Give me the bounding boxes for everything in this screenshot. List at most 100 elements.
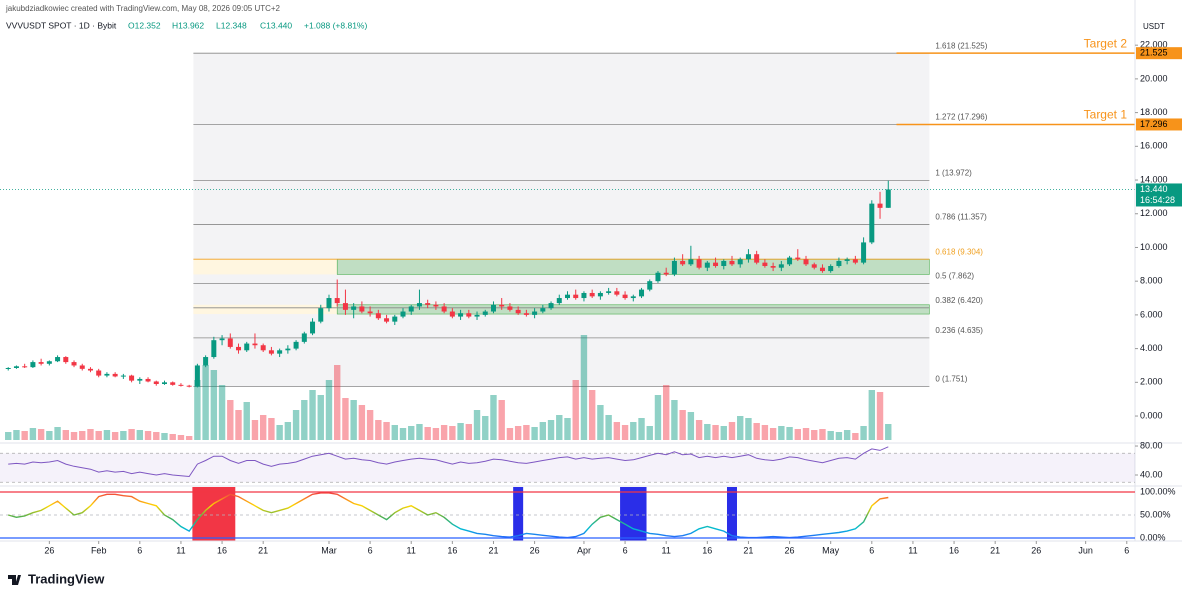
candle-body	[5, 367, 11, 369]
volume-bar	[885, 424, 892, 440]
volume-bar	[161, 433, 168, 440]
candle-body	[22, 366, 28, 368]
last-price-label: 13.440	[1140, 184, 1168, 194]
ohlc-label: H13.962	[172, 20, 204, 30]
candle-body	[754, 254, 760, 263]
volume-bar	[342, 398, 349, 440]
y-tick-label: 4.000	[1140, 343, 1163, 353]
rsi-tick-label: 40.00	[1140, 469, 1163, 479]
candle-body	[523, 313, 529, 315]
fib-label: 1.272 (17.296)	[935, 113, 987, 122]
candle-body	[663, 272, 669, 275]
volume-bar	[325, 380, 333, 440]
candle-body	[680, 260, 686, 265]
volume-bar	[5, 432, 12, 440]
volume-bar	[218, 385, 226, 440]
volume-bar	[778, 426, 785, 440]
candle-body	[614, 291, 620, 295]
candle-body	[96, 370, 102, 376]
candle-body	[55, 357, 61, 362]
volume-bar	[597, 405, 604, 440]
volume-bar	[144, 431, 152, 440]
x-tick-label: 21	[488, 545, 498, 555]
volume-bar	[227, 400, 234, 440]
signal-box	[513, 487, 524, 541]
candle-body	[219, 338, 225, 341]
volume-bar	[103, 430, 111, 440]
volume-bar	[687, 412, 695, 440]
candle-body	[342, 303, 348, 310]
volume-bar	[786, 427, 793, 440]
candle-body	[318, 308, 324, 322]
candle-body	[565, 294, 570, 299]
volume-bar	[399, 428, 407, 440]
y-tick-label: 0.000	[1140, 410, 1163, 420]
candle-body	[433, 304, 439, 307]
candle-body	[704, 262, 710, 268]
volume-bar	[177, 435, 185, 440]
zone-lead	[193, 259, 338, 275]
y-tick-label: 2.000	[1140, 377, 1163, 387]
ohlc-label: C13.440	[260, 20, 292, 30]
volume-bar	[432, 428, 440, 440]
fib-fill	[193, 53, 930, 387]
candle-body	[375, 313, 381, 319]
volume-bar	[268, 418, 275, 440]
candle-body	[581, 292, 587, 299]
volume-bar	[712, 425, 719, 440]
volume-bar	[482, 416, 489, 440]
volume-bar	[843, 430, 851, 440]
signal-box	[620, 487, 647, 541]
x-tick-label: Mar	[321, 545, 337, 555]
volume-bar	[128, 429, 135, 440]
volume-bar	[728, 422, 736, 440]
candle-body	[762, 262, 768, 267]
volume-bar	[802, 428, 810, 440]
volume-bar	[588, 390, 596, 440]
x-tick-label: 6	[137, 545, 142, 555]
y-tick-label: 10.000	[1140, 242, 1168, 252]
candle-body	[244, 343, 250, 351]
x-tick-label: 11	[662, 545, 671, 555]
candle-body	[474, 314, 480, 317]
last-price-badge	[1136, 183, 1182, 207]
candle-body	[597, 292, 603, 297]
candle-body	[170, 382, 176, 385]
candle-body	[293, 341, 299, 349]
volume-bar	[613, 422, 621, 440]
symbol: VVVUSDT SPOT · 1D · Bybit	[6, 20, 117, 30]
rsi-band	[0, 453, 1135, 483]
candle-body	[499, 304, 505, 307]
price-badge	[1136, 47, 1182, 60]
candle-body	[466, 313, 472, 317]
volume-bar	[284, 422, 292, 440]
volume-bar	[202, 365, 209, 440]
candle-body	[548, 303, 554, 309]
candle-body	[589, 292, 595, 297]
volume-bar	[580, 335, 588, 440]
candle-body	[161, 382, 167, 385]
volume-bar	[811, 430, 818, 440]
volume-bar	[827, 431, 834, 440]
y-tick-label: 16.000	[1140, 141, 1168, 151]
x-tick-label: 21	[258, 545, 268, 555]
x-tick-label: 26	[785, 545, 795, 555]
volume-bar	[473, 410, 481, 440]
candle-body	[13, 366, 19, 368]
candle-body	[227, 338, 233, 347]
x-tick-label: 16	[702, 545, 712, 555]
y-tick-label: 8.000	[1140, 276, 1163, 286]
candle-body	[713, 262, 719, 267]
volume-bar	[153, 432, 160, 440]
watermark: jakubdziadkowiec created with TradingVie…	[5, 4, 281, 13]
x-tick-label: 6	[869, 545, 874, 555]
candle-body	[87, 368, 93, 371]
volume-bar	[514, 426, 522, 440]
candle-body	[425, 303, 431, 305]
candle-body	[38, 362, 44, 364]
volume-bar	[860, 426, 867, 440]
candle-body	[688, 259, 694, 265]
fib-label: 1.618 (21.525)	[935, 41, 987, 50]
stoch-tick-label: 100.00%	[1140, 486, 1176, 496]
